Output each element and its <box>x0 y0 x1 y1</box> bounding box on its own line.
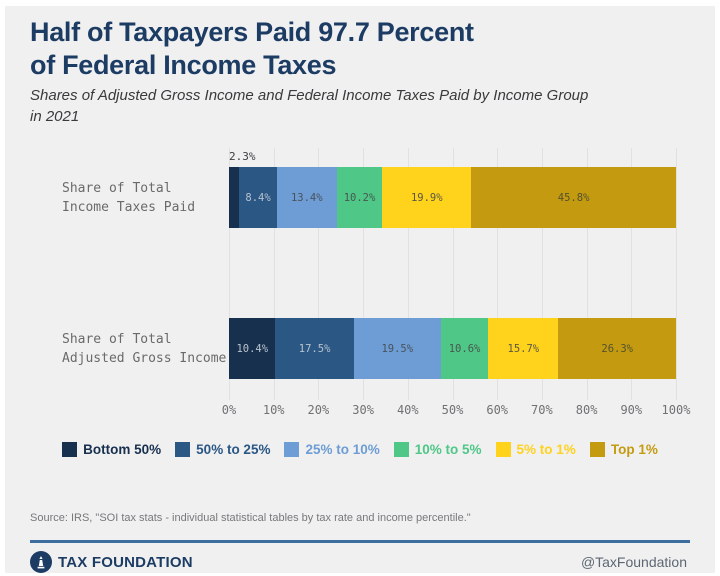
page-title: Half of Taxpayers Paid 97.7 Percent of F… <box>30 17 474 80</box>
legend-swatch <box>62 442 78 457</box>
gridline <box>452 148 454 400</box>
bar-segment-label: 10.6% <box>448 342 481 355</box>
legend-label: Bottom 50% <box>83 442 162 457</box>
axis-tick-label: 0% <box>221 403 237 417</box>
axis-tick-label: 20% <box>307 403 330 417</box>
legend-swatch <box>589 442 605 457</box>
bar-segment: 8.4% <box>239 167 277 228</box>
brand-name: TAX FOUNDATION <box>58 553 193 571</box>
gridline <box>318 148 320 400</box>
legend-label: 25% to 10% <box>305 442 380 457</box>
x-axis: 0% 10% 20% 30% 40% 50% 60% 70% 80% 90% 100% <box>222 403 691 421</box>
bar-segment: 15.7% <box>488 318 559 379</box>
axis-tick-label: 40% <box>396 403 419 417</box>
gridline <box>676 148 677 400</box>
legend-item: 10% to 5% <box>393 442 482 457</box>
legend-item: Top 1% <box>589 442 658 457</box>
legend-item: Bottom 50% <box>62 442 161 457</box>
gridline <box>273 148 275 400</box>
legend-swatch <box>495 442 511 457</box>
bar-segment: 19.5% <box>353 318 441 379</box>
bar-segment: 19.9% <box>382 167 472 228</box>
gridline <box>541 148 543 400</box>
category-label: Share of Total Income Taxes Paid <box>62 181 196 215</box>
page-subtitle: Shares of Adjusted Gross Income and Fede… <box>30 87 589 125</box>
bar-segment: 26.3% <box>558 318 676 379</box>
gridline <box>363 148 365 400</box>
bar-segment <box>229 167 240 228</box>
gridline <box>631 148 633 400</box>
bar-row: 10.4% 17.5% 19.5% 10.6% 15.7% 26.3% <box>229 318 676 379</box>
bar-segment-label: 8.4% <box>245 191 271 204</box>
axis-tick-label: 100% <box>661 403 691 417</box>
legend-label: Top 1% <box>610 442 658 457</box>
bar-segment: 45.8% <box>471 167 676 228</box>
legend-item: 50% to 25% <box>175 442 270 457</box>
bar-segment: 10.2% <box>336 167 383 228</box>
legend: Bottom 50% 50% to 25% 25% to 10% 10% to 5% 5… <box>5 442 715 457</box>
lighthouse-icon <box>37 555 45 568</box>
bar-segment-label: 10.2% <box>343 191 376 204</box>
legend-label: 10% to 5% <box>414 442 482 457</box>
chart-panel: Half of Taxpayers Paid 97.7 Percent of F… <box>5 6 715 573</box>
bar-segment-label: 45.8% <box>557 191 590 204</box>
legend-swatch <box>175 442 191 457</box>
source-note: Source: IRS, "SOI tax stats - individual… <box>30 512 471 524</box>
tax-foundation-logo-icon <box>30 551 52 573</box>
category-label: Share of Total Adjusted Gross Income <box>62 332 227 366</box>
footer-divider <box>30 540 690 543</box>
legend-item: 25% to 10% <box>284 442 380 457</box>
bar-row: 8.4% 13.4% 10.2% 19.9% 45.8% <box>229 167 676 228</box>
brand-lockup: TAX FOUNDATION <box>30 550 193 574</box>
plot-area: 0% 10% 20% 30% 40% 50% 60% 70% 80% 90% 100% 8.4% 13.… <box>222 148 690 417</box>
legend-item: 5% to 1% <box>495 442 576 457</box>
gridline <box>586 148 588 400</box>
axis-tick-label: 60% <box>486 403 509 417</box>
bar-annotation: 2.3% <box>229 150 256 163</box>
gridline <box>229 148 230 400</box>
axis-tick-label: 90% <box>620 403 643 417</box>
axis-tick-label: 50% <box>441 403 464 417</box>
legend-swatch <box>284 442 300 457</box>
twitter-handle: @TaxFoundation <box>580 554 687 570</box>
bar-segment-label: 13.4% <box>290 191 323 204</box>
bar-segment-label: 26.3% <box>601 342 633 355</box>
gridline <box>407 148 409 400</box>
bar-segment: 10.6% <box>440 318 489 379</box>
bar-segment-label: 17.5% <box>298 342 331 355</box>
axis-tick-label: 10% <box>262 403 285 417</box>
axis-tick-label: 30% <box>352 403 374 417</box>
legend-label: 50% to 25% <box>196 442 271 457</box>
legend-swatch <box>393 442 409 457</box>
legend-label: 5% to 1% <box>516 442 576 457</box>
bar-segment: 10.4% <box>229 318 276 379</box>
bar-segment-label: 19.5% <box>381 342 414 355</box>
bar-segment-label: 15.7% <box>507 342 540 355</box>
bar-segment-label: 19.9% <box>410 191 443 204</box>
bar-segment: 13.4% <box>276 167 337 228</box>
bar-segment-label: 10.4% <box>236 342 269 355</box>
axis-tick-label: 80% <box>575 403 598 417</box>
bar-segment: 17.5% <box>275 318 354 379</box>
gridline <box>497 148 499 400</box>
axis-tick-label: 70% <box>531 403 553 417</box>
